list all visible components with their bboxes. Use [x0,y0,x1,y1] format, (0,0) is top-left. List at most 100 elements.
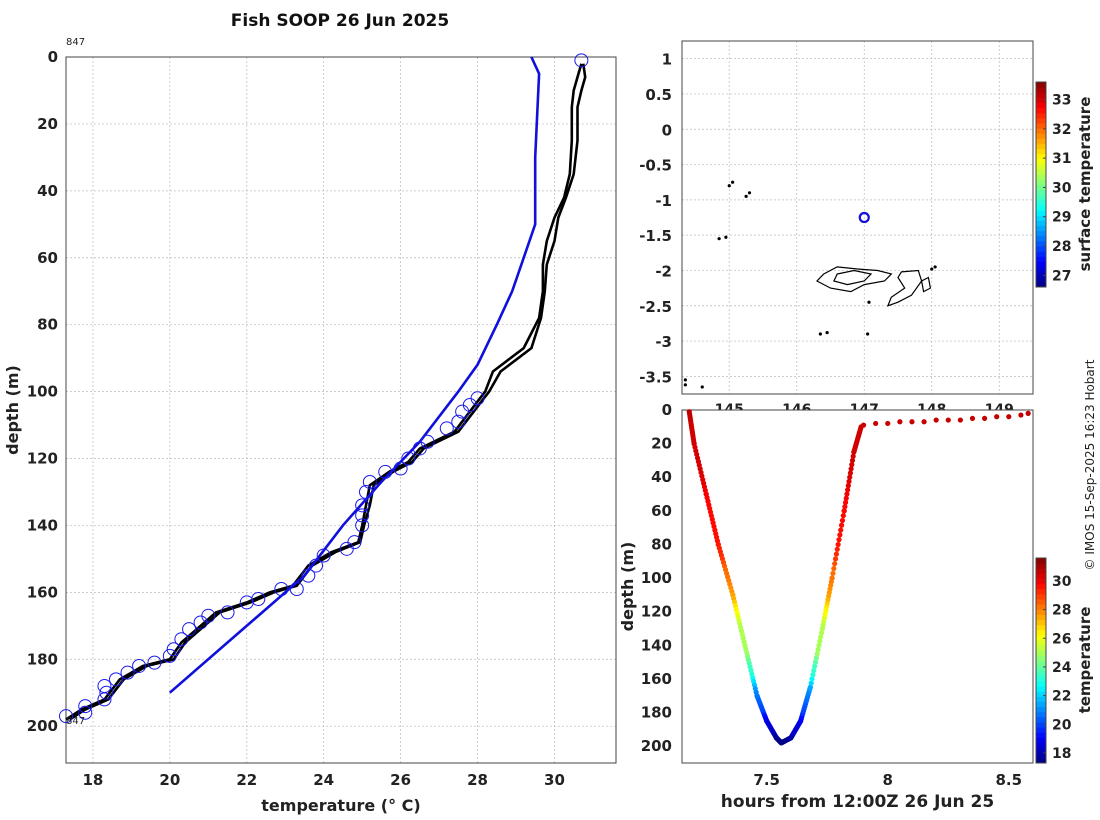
td-colorbar-segment [1036,568,1046,574]
ascent-point [844,491,850,497]
td-colorbar-segment [1036,732,1046,738]
td-colorbar-segment [1036,619,1046,626]
island-dot [825,330,829,335]
ascent-point [834,546,840,552]
td-y-tick-label: 200 [641,737,672,755]
ascent-point [845,483,851,489]
td-x-axis-label: hours from 12:00Z 26 Jun 25 [721,792,994,812]
td-colorbar-segment [1036,655,1046,661]
td-colorbar-tick-label: 20 [1052,717,1072,733]
td-colorbar-segment [1036,757,1046,764]
surface-point [1006,414,1012,420]
observation-marker [359,484,373,499]
island-dot [747,191,752,195]
map-colorbar-segment [1036,153,1046,160]
island-dot [724,235,728,239]
td-colorbar-segment [1036,696,1046,702]
td-y-tick-label: 40 [651,468,672,486]
td-colorbar-segment [1036,624,1046,631]
y-tick-label: 80 [37,316,58,334]
map-colorbar-segment [1036,235,1046,242]
observation-marker [455,404,470,419]
td-colorbar-segment [1036,675,1046,682]
ascent-point [842,504,848,510]
y-tick-label: 60 [37,249,58,267]
observation-marker [99,685,114,700]
island-dot [933,265,937,269]
td-colorbar-tick-label: 28 [1052,603,1071,619]
ascent-point [818,634,824,640]
map-colorbar-segment [1036,82,1046,88]
island-dot [717,237,721,241]
td-y-tick-label: 80 [651,535,672,553]
map-colorbar-frame [1035,81,1047,288]
td-y-tick-label: 160 [641,670,672,688]
observation-marker [574,53,589,68]
map-y-tick-label: -2 [655,262,672,280]
map-colorbar-segment [1036,230,1046,237]
ascent-point [846,478,852,485]
map-colorbar-segment [1036,87,1046,93]
map-frame [681,40,1034,395]
map-y-tick-label: -1.5 [639,227,672,245]
map-y-tick-label: -3 [655,333,672,351]
td-colorbar-tick-label: 24 [1052,660,1072,676]
td-colorbar-segment [1036,629,1046,636]
profile-chart: 18 20 22 24 26 28 30 0 20 40 60 80 100 120 140 160 180 20… [3,37,617,815]
td-colorbar-segment [1036,752,1046,759]
map-colorbar-segment [1036,205,1046,211]
map-colorbar-segment [1036,220,1046,226]
ascent-point [849,462,855,468]
ascent-point [837,532,843,538]
td-x-tick-label: 8.5 [996,771,1023,789]
x-tick-label: 26 [390,771,411,789]
cast-label-top: 847 [66,37,85,48]
td-y-tick-label: 140 [641,636,672,654]
observation-marker [239,595,254,610]
plot-frame [65,56,617,764]
td-colorbar-tick-label: 22 [1052,689,1071,705]
island-dot [683,383,687,387]
map-colorbar-tick-label: 27 [1052,268,1071,284]
map-colorbar-segment [1036,194,1046,201]
td-colorbar-segment [1036,701,1046,708]
y-tick-label: 20 [37,115,58,133]
y-tick-label: 40 [37,182,58,200]
td-colorbar-frame [1035,557,1047,764]
ascent-point [816,642,822,648]
td-y-tick-label: 120 [641,603,672,621]
observation-marker [147,655,162,670]
observation-marker [132,658,147,673]
td-colorbar-segment [1036,650,1046,656]
ascent-point [812,659,819,665]
surface-point [909,419,915,425]
ascent-point [838,522,845,528]
map-colorbar-segment [1036,215,1046,221]
td-y-tick-label: 100 [641,569,672,587]
observation-marker [451,414,466,429]
observation-marker [289,582,304,597]
observation-marker [355,508,370,523]
td-x-tick-label: 7.5 [753,771,780,789]
ascent-point [836,537,842,543]
island-dot [683,378,687,382]
island-dot [744,194,748,198]
td-colorbar-segment [1036,583,1046,590]
observation-marker [97,692,112,707]
map-colorbar-tick-label: 29 [1052,210,1071,226]
surface-point [945,417,951,423]
island-dot [866,332,870,336]
y-tick-label: 140 [27,516,58,534]
map-colorbar-segment [1036,117,1046,124]
figure-title: Fish SOOP 26 Jun 2025 [231,11,449,31]
observation-marker [301,568,316,583]
series-line-profile-b [69,63,587,721]
ascent-point [807,684,813,690]
td-y-tick-label: 20 [651,435,672,453]
map-colorbar-segment [1036,251,1046,257]
td-colorbar-segment [1036,691,1046,697]
td-colorbar-segment [1036,665,1046,672]
series-line-climatology [168,56,541,694]
map-colorbar-segment [1036,271,1046,278]
y-tick-label: 180 [27,650,58,668]
